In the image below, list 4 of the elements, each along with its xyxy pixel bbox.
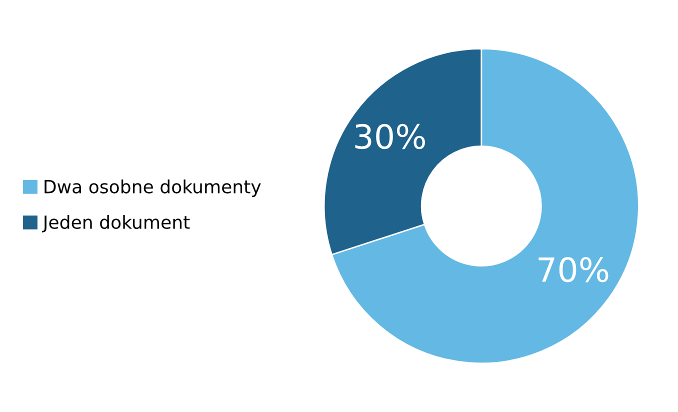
- legend-label: Jeden dokument: [42, 215, 190, 232]
- data-label: 30%: [355, 124, 425, 150]
- legend-label: Dwa osobne dokumenty: [44, 180, 261, 197]
- data-label: 70%: [538, 257, 608, 282]
